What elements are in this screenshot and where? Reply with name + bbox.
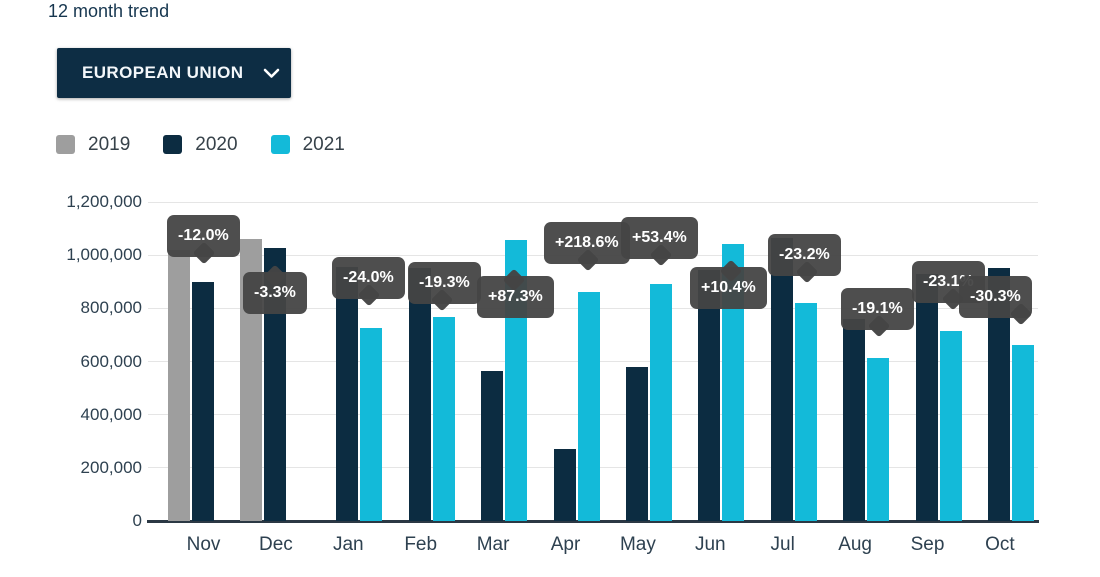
tooltip-Nov: -12.0%: [167, 215, 240, 257]
month-label-Dec: Dec: [258, 534, 293, 555]
y-axis-label: 600,000: [80, 351, 142, 371]
bar-2020-Jul[interactable]: [770, 237, 793, 521]
tooltip-May: +53.4%: [621, 217, 698, 259]
legend-label: 2019: [88, 134, 131, 155]
bar-2021-Jul[interactable]: [794, 303, 817, 521]
legend-swatch-2021: [270, 135, 290, 154]
month-label-May: May: [619, 534, 656, 555]
chevron-down-icon: [243, 68, 280, 79]
bar-2021-Jun[interactable]: [722, 243, 745, 521]
tooltip-Mar: +87.3%: [477, 276, 554, 318]
legend-swatch-2019: [56, 135, 75, 154]
month-label-Jul: Jul: [770, 534, 795, 555]
legend-item-2019[interactable]: 2019: [56, 135, 130, 154]
legend-swatch-2020: [163, 135, 183, 154]
bar-2020-May[interactable]: [625, 366, 648, 521]
bar-2020-Jan[interactable]: [336, 267, 359, 521]
month-label-Mar: Mar: [476, 534, 510, 555]
page-title: 12 month trend: [48, 1, 170, 21]
month-label-Jan: Jan: [332, 534, 364, 555]
tooltip-Dec: -3.3%: [243, 272, 307, 314]
y-axis-label: 400,000: [80, 404, 142, 424]
bar-2020-Jun[interactable]: [698, 269, 721, 521]
bar-2021-Jan[interactable]: [360, 328, 383, 521]
y-axis-label: 800,000: [80, 298, 142, 318]
legend-label: 2020: [195, 134, 238, 155]
bar-2020-Nov[interactable]: [191, 281, 214, 521]
y-axis-label: 0: [132, 511, 142, 530]
bar-2020-Sep[interactable]: [915, 273, 938, 521]
bar-2020-Feb[interactable]: [408, 268, 431, 521]
y-axis-label: 1,000,000: [66, 245, 142, 265]
region-dropdown[interactable]: EUROPEAN UNION: [57, 48, 291, 98]
legend-item-2021[interactable]: 2021: [270, 134, 345, 155]
tooltip-Feb: -19.3%: [408, 262, 481, 304]
bar-2020-Dec[interactable]: [263, 247, 286, 521]
x-axis-line: [147, 519, 1039, 523]
legend-label: 2021: [302, 134, 345, 155]
bar-2021-Apr[interactable]: [577, 292, 600, 521]
bar-2020-Oct[interactable]: [987, 268, 1010, 521]
month-label-Sep: Sep: [910, 534, 945, 555]
y-axis-label: 1,200,000: [66, 192, 142, 211]
bar-2021-Oct[interactable]: [1011, 345, 1034, 521]
month-label-Feb: Feb: [404, 534, 438, 555]
tooltip-Aug: -19.1%: [841, 288, 914, 330]
bar-2021-Sep[interactable]: [939, 330, 962, 521]
y-axis-label: 200,000: [80, 457, 142, 477]
tooltip-Apr: +218.6%: [544, 222, 630, 264]
bar-2020-Mar[interactable]: [481, 370, 504, 521]
tooltip-Oct: -30.3%: [959, 276, 1032, 318]
tooltip-Jan: -24.0%: [332, 257, 405, 299]
gridline-1,200,000: [148, 201, 1038, 203]
bar-2021-Feb[interactable]: [432, 317, 455, 521]
bar-2019-Nov[interactable]: [167, 249, 190, 521]
month-label-Nov: Nov: [186, 534, 221, 555]
region-dropdown-label: EUROPEAN UNION: [82, 63, 244, 82]
tooltip-Jul: -23.2%: [768, 234, 841, 276]
month-label-Apr: Apr: [550, 534, 581, 555]
bar-2021-Aug[interactable]: [867, 357, 890, 521]
month-label-Oct: Oct: [985, 534, 1015, 555]
month-label-Aug: Aug: [838, 534, 872, 555]
legend-item-2020[interactable]: 2020: [163, 134, 238, 155]
tooltip-Jun: +10.4%: [690, 267, 767, 309]
bar-2021-May[interactable]: [649, 284, 672, 521]
bar-2020-Aug[interactable]: [843, 318, 866, 521]
bar-2020-Apr[interactable]: [553, 449, 576, 521]
month-label-Jun: Jun: [694, 534, 726, 555]
legend: 2019 2020 2021: [56, 135, 345, 154]
